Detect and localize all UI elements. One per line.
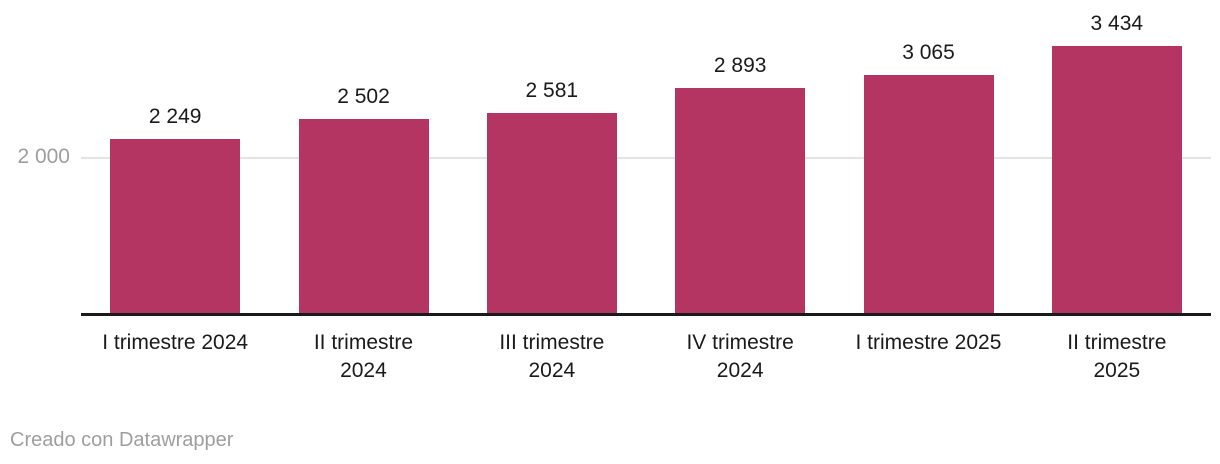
plot-area: 2 000 2 249 I trimestre 2024 2 502 II trimes… <box>17 12 1211 382</box>
x-axis-category-label: IV trimestre 2024 <box>686 331 794 382</box>
x-axis-baseline <box>81 313 1211 316</box>
bar-value-label: 3 434 <box>1090 12 1144 36</box>
attribution-link[interactable]: Creado con Datawrapper <box>10 429 234 451</box>
bar-6 <box>1051 46 1182 314</box>
bar-5 <box>863 74 994 314</box>
bar-value-label: 2 581 <box>525 78 579 102</box>
y-axis-tick-label: 2 000 <box>17 145 70 168</box>
x-axis-category-label: II trimestre 2024 <box>313 331 414 382</box>
bar-value-label: 2 893 <box>713 54 767 78</box>
bar-value-label: 3 065 <box>902 40 955 64</box>
bar-4 <box>675 88 806 314</box>
x-axis-category-label: I trimestre 2025 <box>855 331 1002 354</box>
bar-value-label: 2 249 <box>148 104 202 128</box>
bar-3 <box>486 112 617 314</box>
bar-value-label: 2 502 <box>337 84 390 108</box>
x-axis-category-label: II trimestre 2025 <box>1067 331 1167 382</box>
bar-1 <box>110 138 241 314</box>
y-gridline <box>81 157 1211 159</box>
x-axis-category-label: III trimestre 2024 <box>499 331 605 382</box>
x-axis-category-label: I trimestre 2024 <box>102 331 249 354</box>
bar-2 <box>298 118 429 314</box>
